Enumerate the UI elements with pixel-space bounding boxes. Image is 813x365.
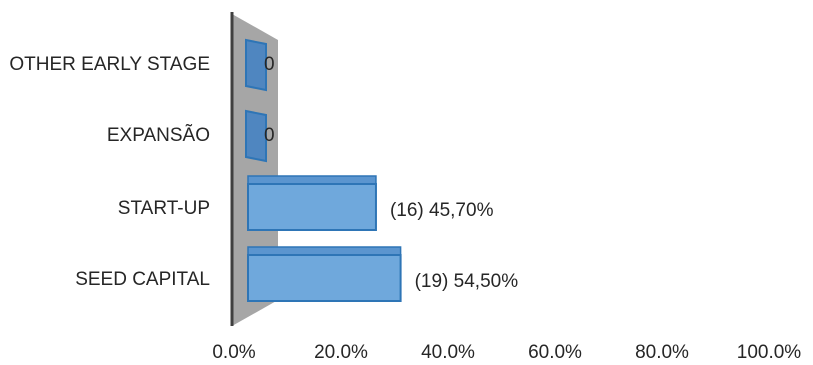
data-label: (19) 54,50%	[415, 271, 519, 292]
x-tick-label: 60.0%	[528, 342, 582, 363]
x-tick-label: 0.0%	[212, 342, 255, 363]
bar-top-face	[247, 246, 402, 256]
bar-top-face	[247, 175, 377, 185]
data-label: 0	[264, 125, 275, 146]
x-tick-label: 40.0%	[421, 342, 475, 363]
category-label: START-UP	[118, 198, 210, 219]
x-tick-label: 80.0%	[635, 342, 689, 363]
category-label: SEED CAPITAL	[75, 269, 210, 290]
data-label: (16) 45,70%	[390, 200, 494, 221]
bar	[245, 109, 267, 163]
category-label: EXPANSÃO	[107, 124, 210, 146]
bar	[247, 254, 402, 302]
category-label: OTHER EARLY STAGE	[9, 54, 210, 75]
x-tick-label: 20.0%	[314, 342, 368, 363]
data-label: 0	[264, 54, 275, 75]
bar	[247, 183, 377, 231]
x-tick-label: 100.0%	[737, 342, 802, 363]
bar	[245, 38, 267, 92]
